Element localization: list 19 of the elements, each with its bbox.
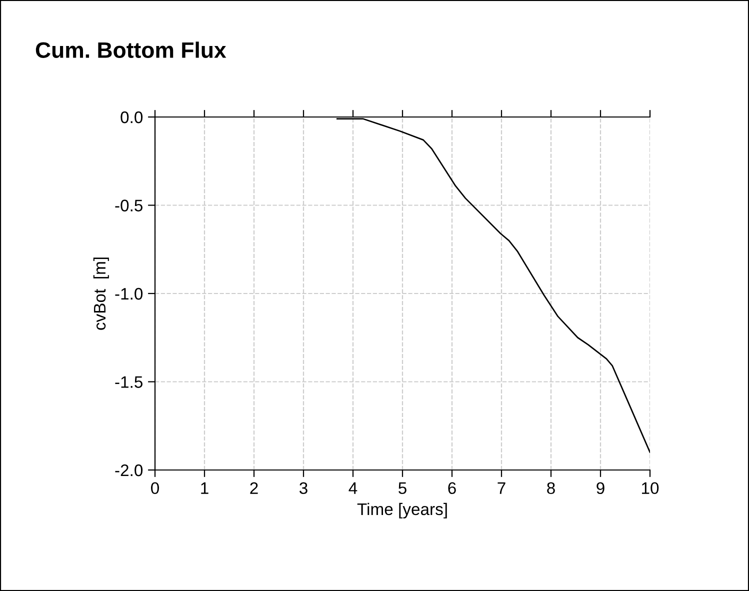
x-tick-label: 4	[348, 482, 358, 494]
x-tick-label: 5	[398, 482, 406, 494]
x-tick-label: 9	[596, 482, 604, 494]
x-tick-label: 1	[201, 482, 208, 494]
y-tick-label: 0.0	[120, 111, 143, 124]
y-tick-label: -1.0	[115, 288, 143, 300]
x-tick-label: 6	[448, 482, 456, 494]
y-axis-title: cvBot [m]	[93, 258, 109, 330]
y-tick-label: -2.0	[115, 464, 143, 476]
x-tick-label: 0	[151, 482, 159, 494]
x-tick-label: 7	[498, 482, 506, 494]
x-tick-label: 3	[300, 482, 308, 494]
x-tick-label: 2	[250, 482, 258, 494]
y-tick-label: -1.5	[115, 376, 142, 388]
x-tick-label: 10	[642, 482, 659, 494]
x-tick-label: 8	[547, 482, 555, 494]
x-axis-title: Time [years]	[357, 502, 447, 518]
y-tick-label: -0.5	[115, 200, 142, 212]
chart-title: Cum. Bottom Flux	[36, 42, 226, 58]
